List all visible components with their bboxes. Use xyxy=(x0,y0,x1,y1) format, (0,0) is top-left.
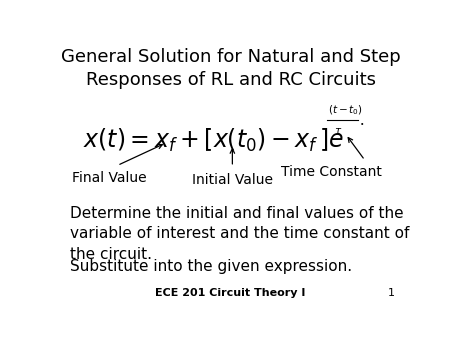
Text: $\bullet$: $\bullet$ xyxy=(359,120,364,126)
Text: Initial Value: Initial Value xyxy=(192,173,273,187)
Text: 1: 1 xyxy=(387,288,395,298)
Text: $\tau$: $\tau$ xyxy=(334,126,342,137)
Text: Determine the initial and final values of the
variable of interest and the time : Determine the initial and final values o… xyxy=(70,206,410,262)
Text: $x(t) = x_f +[x(t_0) - x_f\,]e$: $x(t) = x_f +[x(t_0) - x_f\,]e$ xyxy=(83,127,344,154)
Text: Substitute into the given expression.: Substitute into the given expression. xyxy=(70,259,352,274)
Text: General Solution for Natural and Step
Responses of RL and RC Circuits: General Solution for Natural and Step Re… xyxy=(61,48,400,89)
Text: ECE 201 Circuit Theory I: ECE 201 Circuit Theory I xyxy=(155,288,306,298)
Text: Final Value: Final Value xyxy=(72,171,147,185)
Text: $(t-t_0)$: $(t-t_0)$ xyxy=(328,104,363,117)
Text: Time Constant: Time Constant xyxy=(281,166,382,179)
